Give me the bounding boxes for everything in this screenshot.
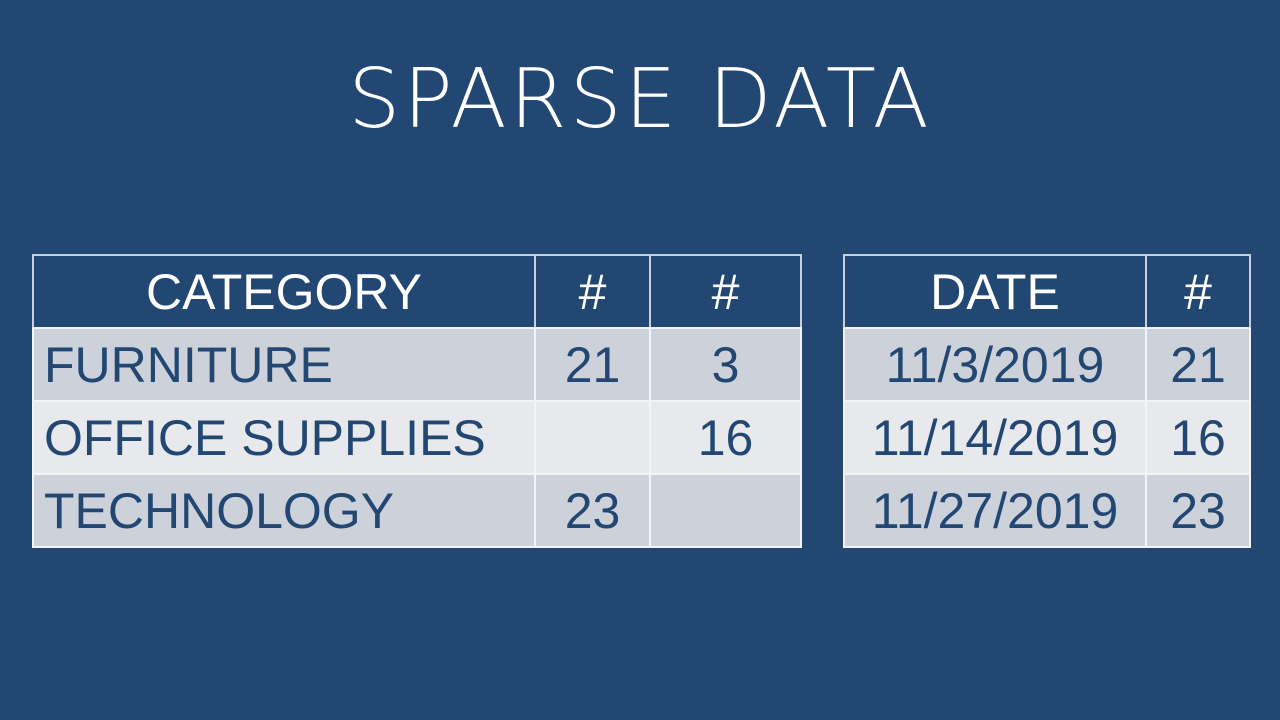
date-cell: 11/3/2019 [843,327,1147,402]
header-date: DATE [843,254,1147,329]
count-cell: 21 [534,327,651,402]
table-row: 11/14/2019 16 [843,400,1251,475]
category-cell: OFFICE SUPPLIES [32,400,536,475]
table-row: FURNITURE 21 3 [32,327,802,402]
count-cell: 23 [534,473,651,548]
header-category: CATEGORY [32,254,536,329]
table-header-row: CATEGORY # # [32,254,802,329]
slide-title: SPARSE DATA [348,52,932,147]
category-cell: FURNITURE [32,327,536,402]
table-row: 11/27/2019 23 [843,473,1251,548]
table-row: 11/3/2019 21 [843,327,1251,402]
date-table: DATE # 11/3/2019 21 11/14/2019 16 11/27/… [843,254,1251,548]
header-count-2: # [649,254,802,329]
count-cell: 3 [649,327,802,402]
count-cell [649,473,802,548]
table-row: OFFICE SUPPLIES 16 [32,400,802,475]
header-count-1: # [534,254,651,329]
count-cell: 23 [1145,473,1251,548]
category-cell: TECHNOLOGY [32,473,536,548]
table-header-row: DATE # [843,254,1251,329]
count-cell [534,400,651,475]
table-row: TECHNOLOGY 23 [32,473,802,548]
count-cell: 16 [1145,400,1251,475]
count-cell: 16 [649,400,802,475]
date-cell: 11/27/2019 [843,473,1147,548]
date-cell: 11/14/2019 [843,400,1147,475]
count-cell: 21 [1145,327,1251,402]
category-table: CATEGORY # # FURNITURE 21 3 OFFICE SUPPL… [32,254,802,548]
header-count: # [1145,254,1251,329]
